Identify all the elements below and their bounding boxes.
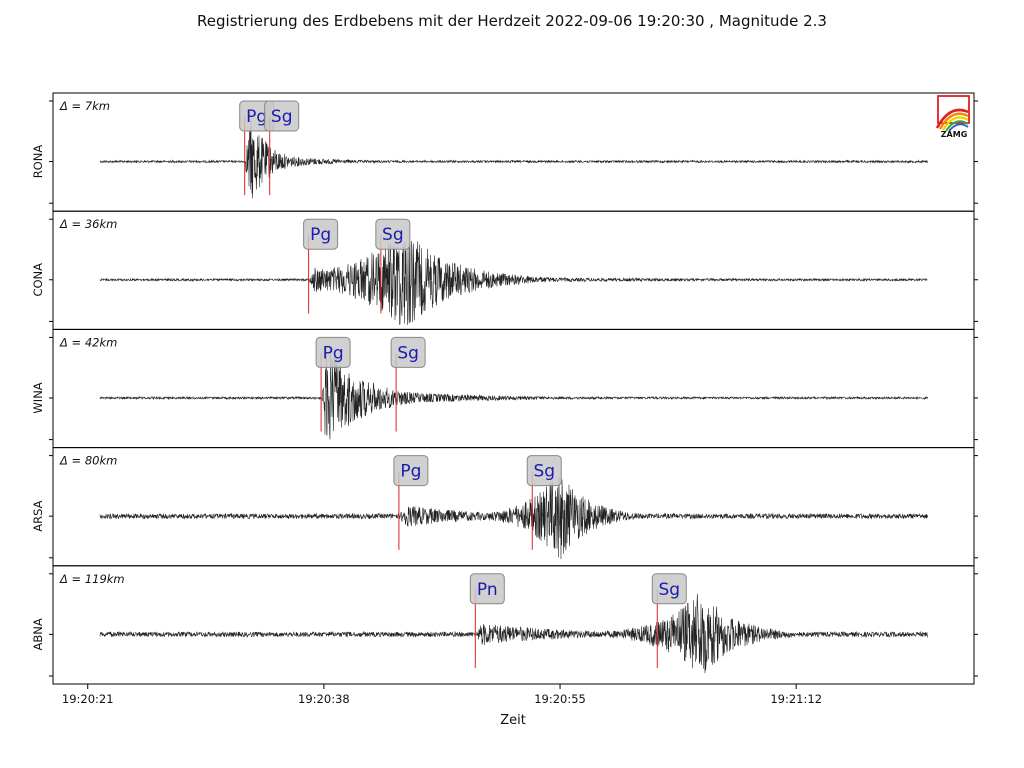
distance-label: Δ = 42km [59,335,117,349]
station-label: WINA [31,382,45,413]
phase-pick-label: Pg [323,343,344,363]
station-label: ABNA [31,618,45,650]
phase-pick-pg: Pg [315,336,351,432]
panel-cona: CONA Δ = 36km Pg Sg [31,210,978,330]
phase-pick-sg: Sg [375,218,411,314]
panel-rona: RONA Δ = 7km Pg Sg [31,92,978,212]
phase-pick-box [375,218,411,250]
phase-pick-sg: Sg [264,100,300,196]
x-tick-label: 19:21:12 [770,692,822,706]
station-label: RONA [31,145,45,179]
distance-label: Δ = 7km [59,99,110,113]
x-tick-label: 19:20:21 [62,692,114,706]
panel-frame [52,210,975,330]
phase-pick-label: Sg [533,462,555,482]
phase-pick-label: Pg [246,107,267,127]
waveform-trace [99,119,928,199]
phase-pick-box [651,573,687,605]
waveform-trace [99,352,928,440]
phase-pick-label: Sg [382,225,404,245]
zamg-logo: ZAMG [935,95,970,139]
logo-arc-orange [938,112,969,130]
station-label: ARSA [31,500,45,531]
panel-arsa: ARSA Δ = 80km Pg Sg [31,447,978,567]
distance-label: Δ = 119km [59,572,125,586]
station-label: CONA [31,263,45,297]
panel-frame [52,328,975,449]
distance-label: Δ = 80km [59,454,117,468]
phase-pick-label: Sg [658,580,680,600]
phase-pick-pg: Pg [393,455,429,550]
phase-pick-box [393,455,429,487]
logo-text: ZAMG [941,130,968,139]
x-tick-label: 19:20:38 [298,692,350,706]
waveform-trace [99,476,928,560]
panel-frame [52,565,975,685]
phase-pick-sg: Sg [651,573,687,668]
phase-pick-box [303,218,339,250]
x-axis-label: Zeit [500,713,526,728]
logo-arc-green [945,120,969,132]
phase-pick-box [390,336,426,368]
logo-arc-yellow [942,116,969,131]
waveform-trace [99,593,928,674]
chart-title: Registrierung des Erdbebens mit der Herd… [197,12,827,30]
panel-wina: WINA Δ = 42km Pg Sg [31,328,978,449]
logo-arc-red [935,108,969,129]
phase-pick-label: Sg [397,343,419,363]
phase-pick-label: Pg [310,225,331,245]
phase-pick-box [526,455,562,487]
phase-pick-box [469,573,505,605]
phase-pick-label: Sg [271,107,293,127]
panel-abna: ABNA Δ = 119km Pn Sg [31,565,978,685]
phase-pick-label: Pg [400,462,421,482]
phase-pick-sg: Sg [526,455,562,550]
panel-frame [52,92,975,212]
phase-pick-pn: Pn [469,573,505,668]
phase-pick-label: Pn [477,580,498,600]
distance-label: Δ = 36km [59,217,117,231]
x-axis: 19:20:21 19:20:38 19:20:55 19:21:12 [62,684,822,706]
logo-arc-blue [948,123,969,132]
panel-frame [52,447,975,567]
x-tick-label: 19:20:55 [534,692,586,706]
phase-pick-box [264,100,300,132]
phase-pick-sg: Sg [390,336,426,432]
waveform-trace [99,240,928,326]
phase-pick-pg: Pg [303,218,339,314]
phase-pick-box [315,336,351,368]
